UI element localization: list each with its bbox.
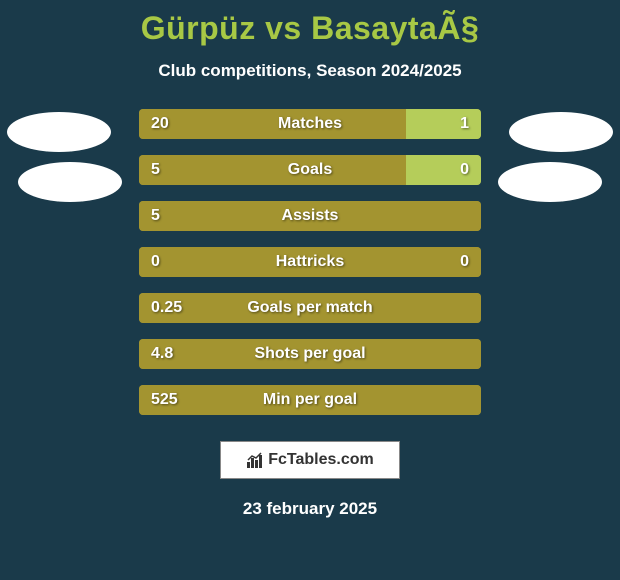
stat-bar: 4.8Shots per goal [139, 339, 481, 369]
stat-label: Hattricks [139, 247, 481, 277]
stat-label: Min per goal [139, 385, 481, 415]
stat-bar: 50Goals [139, 155, 481, 185]
footer-date: 23 february 2025 [0, 499, 620, 519]
logo-text: FcTables.com [268, 451, 374, 469]
stat-bar: 0.25Goals per match [139, 293, 481, 323]
fctables-logo[interactable]: FcTables.com [220, 441, 400, 479]
stat-bars-container: 201Matches 50Goals 5Assists 00Hattricks 0.25… [139, 109, 481, 431]
stat-bar: 201Matches [139, 109, 481, 139]
stat-bar: 5Assists [139, 201, 481, 231]
stat-label: Shots per goal [139, 339, 481, 369]
page-subtitle: Club competitions, Season 2024/2025 [0, 61, 620, 81]
player-right-avatar-2 [498, 162, 602, 202]
chart-icon [246, 451, 264, 469]
stat-label: Matches [139, 109, 481, 139]
page-title: Gürpüz vs BasaytaÃ§ [0, 0, 620, 47]
player-right-avatar-1 [509, 112, 613, 152]
player-left-avatar-2 [18, 162, 122, 202]
player-left-avatar-1 [7, 112, 111, 152]
stat-bar: 525Min per goal [139, 385, 481, 415]
stat-bar: 00Hattricks [139, 247, 481, 277]
stat-label: Assists [139, 201, 481, 231]
stat-label: Goals [139, 155, 481, 185]
stat-label: Goals per match [139, 293, 481, 323]
